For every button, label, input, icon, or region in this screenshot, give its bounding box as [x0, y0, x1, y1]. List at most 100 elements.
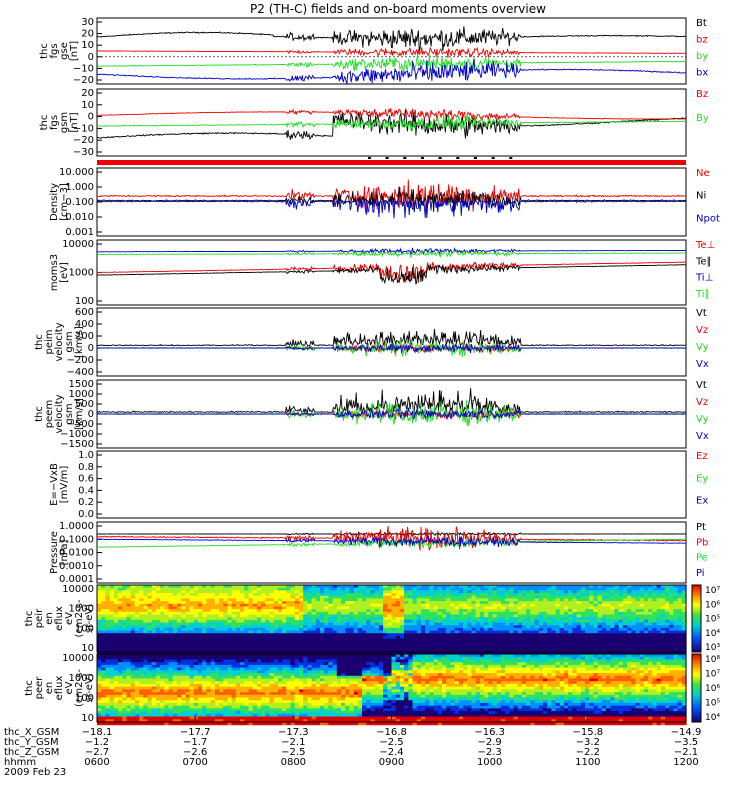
spectrogram-cell — [353, 585, 359, 589]
spectrogram-cell — [471, 649, 477, 653]
spectrogram-cell — [143, 722, 149, 726]
spectrogram-cell — [526, 585, 531, 589]
spectrogram-cell — [214, 633, 220, 637]
spectrogram-cell — [214, 675, 220, 679]
spectrogram-cell — [181, 705, 186, 709]
spectrogram-cell — [580, 622, 586, 626]
ytick-label: −500 — [67, 419, 94, 430]
spectrogram-cell — [513, 606, 519, 610]
spectrogram-cell — [122, 673, 128, 677]
spectrogram-cell — [139, 656, 144, 660]
spectrogram-cell — [265, 590, 271, 594]
spectrogram-cell — [172, 638, 178, 642]
spectrogram-cell — [185, 700, 191, 704]
spectrogram-cell — [559, 617, 565, 621]
spectrogram-cell — [202, 678, 207, 682]
spectrogram-cell — [496, 633, 502, 637]
spectrogram-cell — [639, 598, 645, 602]
spectrogram-cell — [420, 614, 426, 618]
spectrogram-cell — [362, 601, 367, 605]
spectrogram-cell — [669, 611, 674, 615]
spectrogram-cell — [105, 627, 111, 632]
spectrogram-cell — [160, 692, 165, 696]
spectrogram-cell — [214, 719, 220, 723]
spectrogram-cell — [387, 590, 393, 594]
spectrogram-cell — [155, 702, 161, 707]
spectrogram-cell — [147, 593, 153, 597]
spectrogram-cell — [509, 641, 515, 645]
spectrogram-cell — [189, 630, 195, 634]
spectrogram-cell — [319, 585, 325, 589]
spectrogram-cell — [168, 617, 174, 621]
spectrogram-cell — [151, 675, 157, 679]
spectrogram-cell — [164, 617, 170, 621]
spectrogram-cell — [219, 622, 224, 626]
spectrogram-cell — [303, 611, 308, 615]
spectrogram-cell — [269, 708, 275, 712]
spectrogram-cell — [147, 686, 153, 690]
spectrogram-cell — [576, 609, 582, 613]
spectrogram-cell — [189, 638, 195, 642]
spectrogram-cell — [164, 614, 170, 618]
spectrogram-cell — [349, 646, 355, 650]
spectrogram-cell — [580, 614, 586, 618]
spectrogram-cell — [664, 625, 670, 629]
spectrogram-cell — [349, 638, 355, 642]
spectrogram-cell — [168, 625, 174, 629]
ylabel-line: [cm−3] — [59, 183, 70, 221]
series-Bx-gsm — [96, 108, 687, 140]
spectrogram-cell — [576, 593, 582, 597]
spectrogram-cell — [168, 609, 174, 613]
spectrogram-cell — [252, 708, 258, 712]
spectrogram-cell — [450, 593, 456, 597]
spectrogram-cell — [261, 617, 266, 621]
spectrogram-cell — [248, 722, 254, 726]
spectrogram-cell — [648, 606, 653, 610]
spectrogram-cell — [273, 625, 279, 629]
spectrogram-cell — [370, 606, 376, 610]
spectrogram-cell — [441, 614, 447, 618]
spectrogram-cell — [395, 638, 401, 642]
spectrogram-cell — [294, 593, 300, 597]
spectrogram-cell — [513, 633, 519, 637]
spectrogram-cell — [319, 641, 325, 645]
spectrogram-cell — [139, 716, 144, 720]
spectrogram-cell — [97, 708, 102, 712]
spectrogram-cell — [673, 601, 679, 605]
spectrogram-cell — [664, 601, 670, 605]
spectrogram-cell — [328, 614, 334, 618]
spectrogram-cell — [109, 694, 115, 699]
spectrogram-cell — [606, 638, 611, 642]
spectrogram-cell — [105, 598, 111, 602]
spectrogram-cell — [193, 708, 199, 712]
spectrogram-cell — [643, 635, 649, 640]
spectrogram-cell — [256, 673, 262, 677]
spectrogram-cell — [576, 633, 582, 637]
spectrogram-cell — [412, 627, 418, 632]
spectrogram-cell — [134, 611, 140, 615]
spectrogram-cell — [244, 659, 250, 663]
spectrogram-cell — [555, 603, 561, 607]
spectrogram-cell — [269, 667, 275, 671]
spectrogram-cell — [126, 664, 132, 669]
spectrogram-cell — [563, 587, 569, 591]
spectrogram-cell — [345, 609, 351, 613]
spectrogram-cell — [446, 641, 451, 645]
spectrogram-cell — [126, 611, 132, 615]
spectrogram-cell — [622, 630, 628, 634]
spectrogram-cell — [656, 630, 662, 634]
spectrogram-cell — [475, 619, 481, 624]
spectrogram-cell — [656, 587, 662, 591]
spectrogram-cell — [151, 638, 157, 642]
spectrogram-cell — [433, 606, 439, 610]
spectrogram-cell — [223, 641, 229, 645]
spectrogram-cell — [336, 585, 342, 589]
spectrogram-cell — [648, 587, 653, 591]
spectrogram-cell — [206, 641, 212, 645]
spectrogram-cell — [572, 611, 578, 615]
spectrogram-cell — [202, 630, 207, 634]
spectrogram-cell — [143, 619, 149, 624]
spectrogram-cell — [109, 675, 115, 679]
spectrogram-cell — [105, 603, 111, 607]
spectrogram-cell — [542, 617, 548, 621]
